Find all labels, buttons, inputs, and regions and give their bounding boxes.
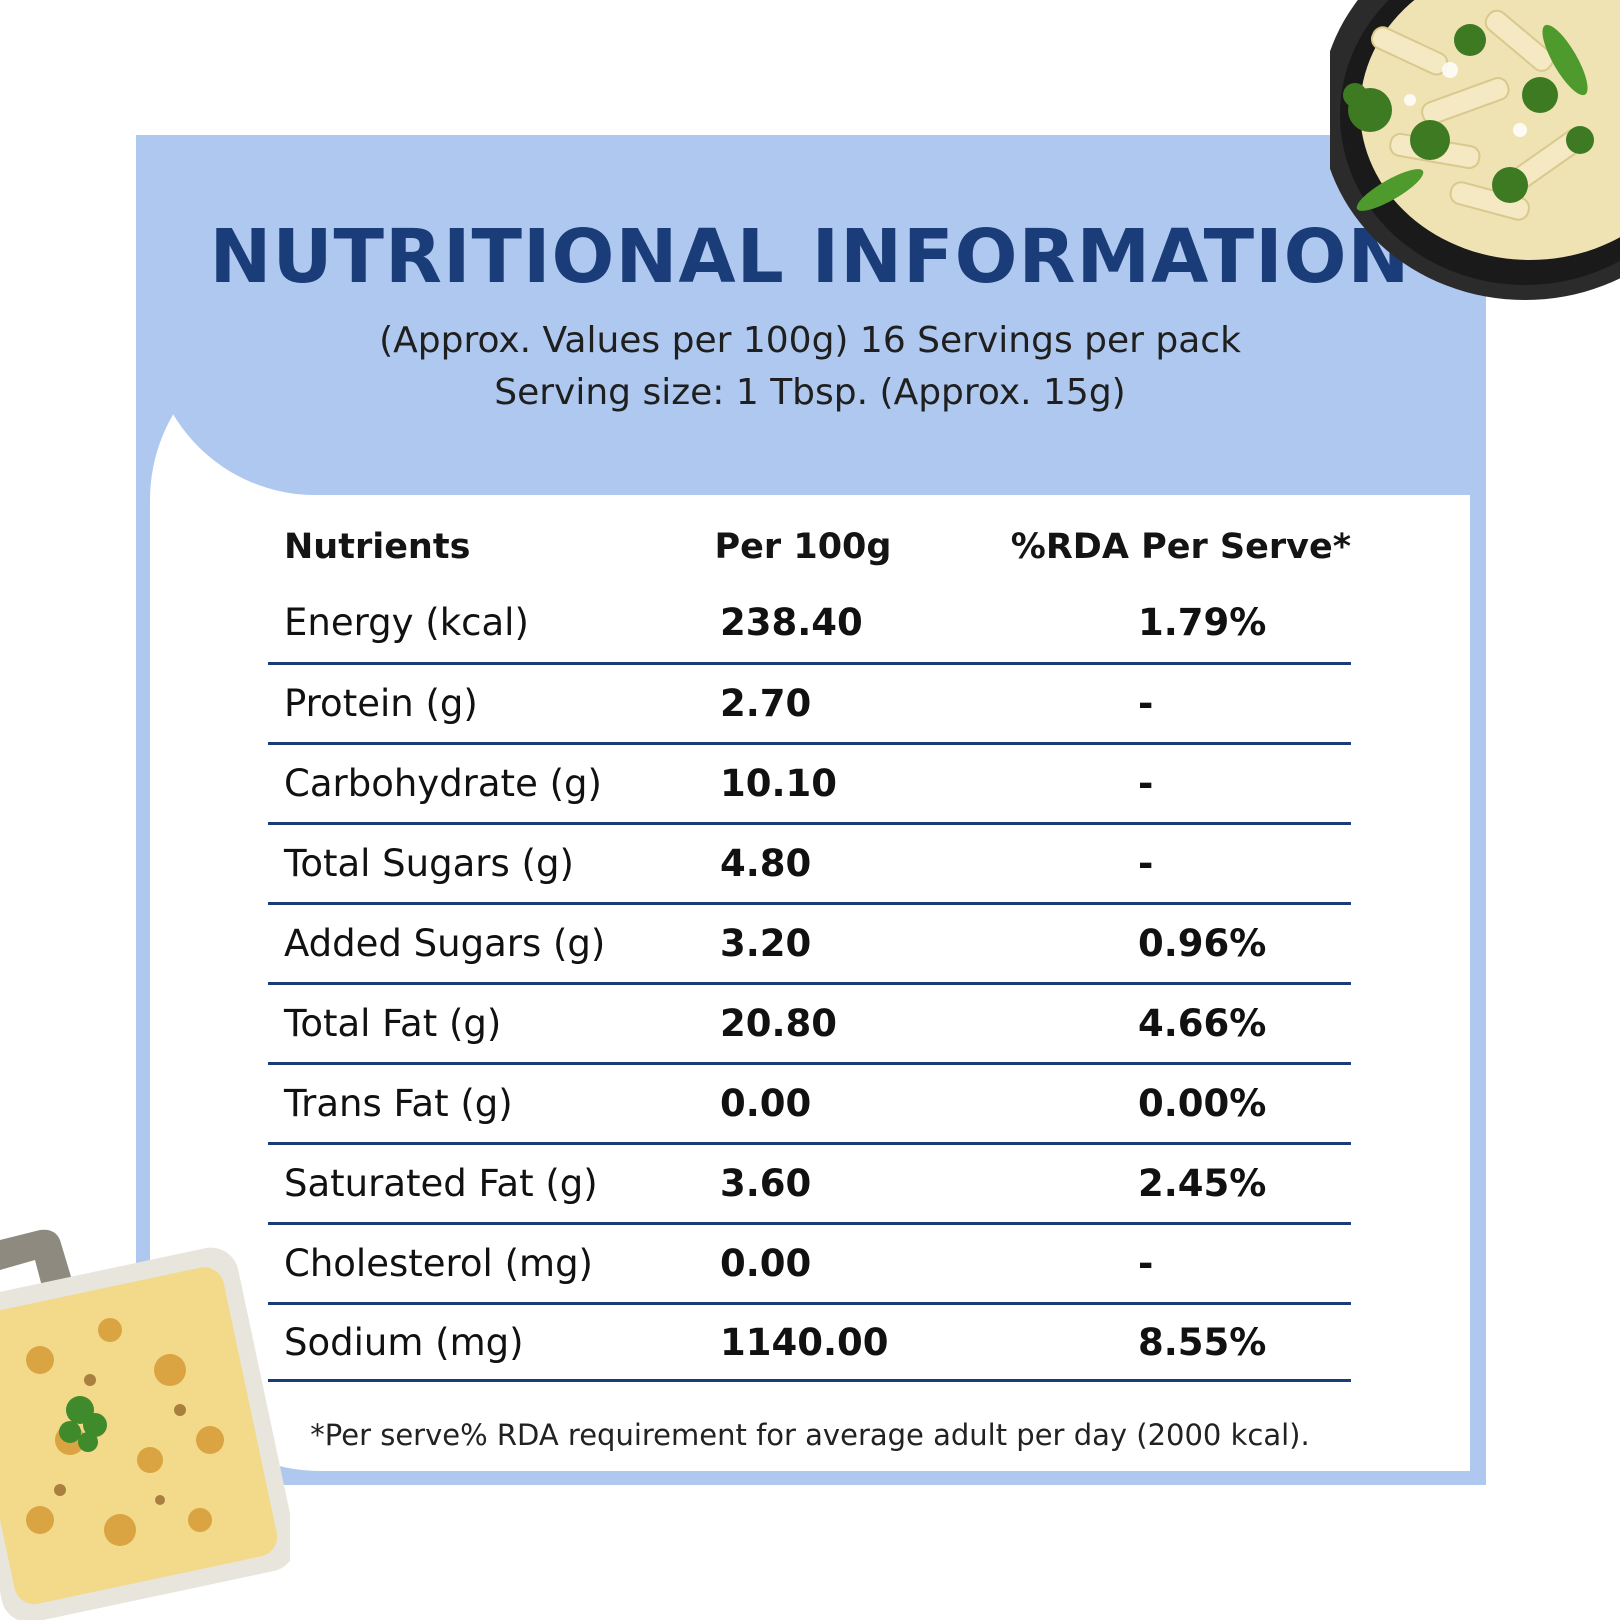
- page-title: NUTRITIONAL INFORMATION: [209, 214, 1411, 300]
- per-100g-value: 3.20: [720, 922, 812, 965]
- table-card: [150, 330, 1470, 1471]
- nutrient-name: Total Fat (g): [284, 1002, 502, 1045]
- table-row: Carbohydrate (g) 10.10 -: [268, 742, 1351, 822]
- per-100g-value: 0.00: [720, 1082, 812, 1125]
- serving-size: Serving size: 1 Tbsp. (Approx. 15g): [494, 372, 1126, 413]
- table-row: Added Sugars (g) 3.20 0.96%: [268, 902, 1351, 982]
- nutrition-table: Nutrients Per 100g %RDA Per Serve* Energ…: [268, 512, 1351, 1382]
- table-header: Nutrients Per 100g %RDA Per Serve*: [268, 512, 1351, 582]
- header-wave: [150, 330, 1470, 495]
- column-header-per-100g: Per 100g: [714, 527, 892, 567]
- per-100g-value: 0.00: [720, 1242, 812, 1285]
- rda-value: 8.55%: [1138, 1320, 1267, 1364]
- table-row: Trans Fat (g) 0.00 0.00%: [268, 1062, 1351, 1142]
- nutrient-name: Added Sugars (g): [284, 922, 606, 965]
- table-row: Saturated Fat (g) 3.60 2.45%: [268, 1142, 1351, 1222]
- serving-info: (Approx. Values per 100g) 16 Servings pe…: [379, 320, 1241, 361]
- per-100g-value: 10.10: [720, 762, 838, 805]
- table-row: Total Sugars (g) 4.80 -: [268, 822, 1351, 902]
- per-100g-value: 2.70: [720, 682, 812, 725]
- per-100g-value: 238.40: [720, 600, 863, 644]
- column-header-nutrients: Nutrients: [284, 527, 471, 567]
- table-row: Protein (g) 2.70 -: [268, 662, 1351, 742]
- nutrient-name: Carbohydrate (g): [284, 762, 602, 805]
- rda-value: 4.66%: [1138, 1002, 1267, 1045]
- per-100g-value: 3.60: [720, 1162, 812, 1205]
- table-row: Sodium (mg) 1140.00 8.55%: [268, 1302, 1351, 1382]
- per-100g-value: 1140.00: [720, 1320, 889, 1364]
- nutrient-name: Total Sugars (g): [284, 842, 574, 885]
- nutrient-name: Trans Fat (g): [284, 1082, 513, 1125]
- rda-value: 0.96%: [1138, 922, 1267, 965]
- table-row: Total Fat (g) 20.80 4.66%: [268, 982, 1351, 1062]
- rda-value: 0.00%: [1138, 1082, 1267, 1125]
- rda-value: 1.79%: [1138, 600, 1267, 644]
- rda-value: -: [1138, 762, 1154, 805]
- rda-value: -: [1138, 842, 1154, 885]
- rda-value: -: [1138, 682, 1154, 725]
- footnote: *Per serve% RDA requirement for average …: [310, 1418, 1310, 1452]
- per-100g-value: 20.80: [720, 1002, 838, 1045]
- nutrient-name: Protein (g): [284, 682, 478, 725]
- column-header-rda: %RDA Per Serve*: [1010, 527, 1351, 567]
- rda-value: -: [1138, 1242, 1154, 1285]
- rda-value: 2.45%: [1138, 1162, 1267, 1205]
- table-row: Energy (kcal) 238.40 1.79%: [268, 582, 1351, 662]
- table-row: Cholesterol (mg) 0.00 -: [268, 1222, 1351, 1302]
- baked-casserole-photo: [0, 1229, 290, 1620]
- pasta-bowl-photo: [1330, 0, 1620, 300]
- per-100g-value: 4.80: [720, 842, 812, 885]
- nutrient-name: Sodium (mg): [284, 1320, 524, 1364]
- nutrient-name: Saturated Fat (g): [284, 1162, 598, 1205]
- nutrient-name: Energy (kcal): [284, 600, 529, 644]
- nutrient-name: Cholesterol (mg): [284, 1242, 593, 1285]
